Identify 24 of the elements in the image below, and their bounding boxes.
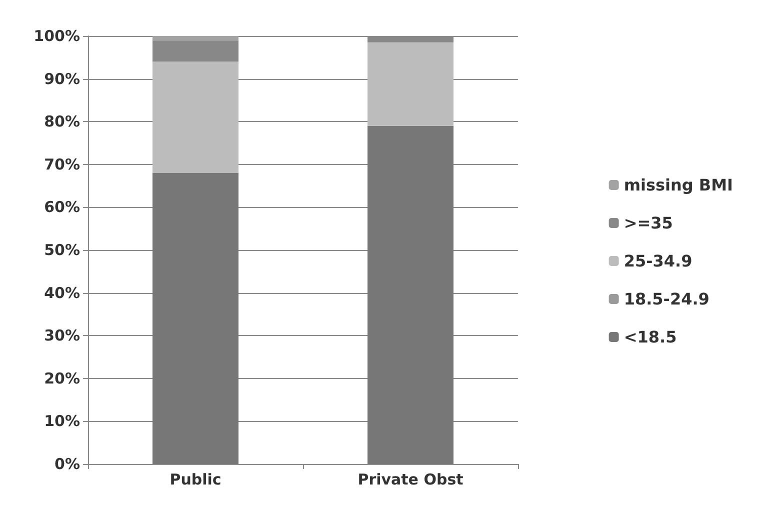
legend-label: 18.5-24.9 <box>624 290 710 308</box>
y-tick-label: 60% <box>44 198 80 216</box>
bar <box>368 42 454 126</box>
bar <box>368 126 454 464</box>
bar <box>152 36 238 40</box>
legend-label: missing BMI <box>624 176 733 194</box>
y-tick-label: 40% <box>44 284 80 302</box>
bar <box>152 62 238 173</box>
legend-label: 25-34.9 <box>624 252 692 270</box>
y-tick-label: 70% <box>44 155 80 174</box>
legend-label: <18.5 <box>624 328 677 346</box>
y-tick-label: 100% <box>34 27 80 45</box>
x-tick-label: Public <box>170 470 222 488</box>
y-tick-label: 20% <box>44 369 80 388</box>
y-tick-label: 10% <box>44 412 80 430</box>
bar <box>152 40 238 62</box>
x-tick-label: Private Obst <box>358 470 464 488</box>
y-tick-label: 0% <box>54 455 80 473</box>
y-tick-label: 30% <box>44 326 80 345</box>
y-tick-label: 50% <box>44 241 80 259</box>
y-tick-label: 90% <box>44 70 80 88</box>
bar <box>152 172 238 464</box>
y-tick-label: 80% <box>44 112 80 131</box>
legend-label: >=35 <box>624 214 673 232</box>
